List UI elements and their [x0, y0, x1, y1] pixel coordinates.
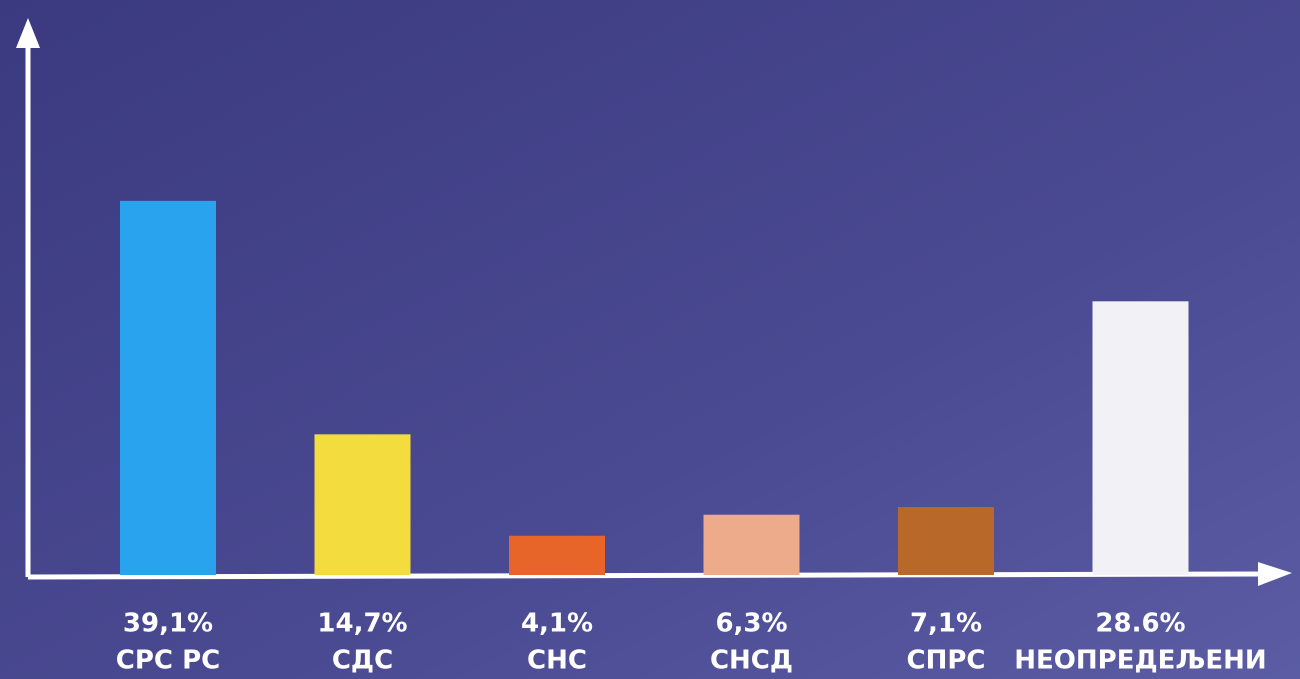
value-label: 7,1%: [910, 609, 982, 639]
bar: [703, 514, 800, 575]
bar: [1092, 301, 1189, 575]
x-tick-label: СНСД: [710, 646, 793, 676]
value-label: 4,1%: [521, 609, 593, 639]
bar: [120, 200, 216, 575]
x-tick-label: СНС: [527, 646, 587, 676]
x-axis: [27, 571, 1263, 580]
x-tick-label: СПРС: [907, 646, 986, 676]
y-axis-arrow: [16, 18, 40, 48]
x-tick-label: СРС РС: [116, 646, 220, 676]
value-label: 39,1%: [123, 609, 213, 639]
bar: [898, 507, 994, 575]
value-label: 28.6%: [1095, 609, 1185, 639]
x-axis-arrow: [1258, 562, 1292, 586]
x-tick-label: НЕОПРЕДЕЉЕНИ: [1014, 646, 1266, 676]
bar: [314, 434, 411, 575]
value-label: 6,3%: [715, 609, 787, 639]
x-tick-label: СДС: [332, 646, 393, 676]
bar: [509, 535, 605, 575]
value-label: 14,7%: [317, 609, 407, 639]
